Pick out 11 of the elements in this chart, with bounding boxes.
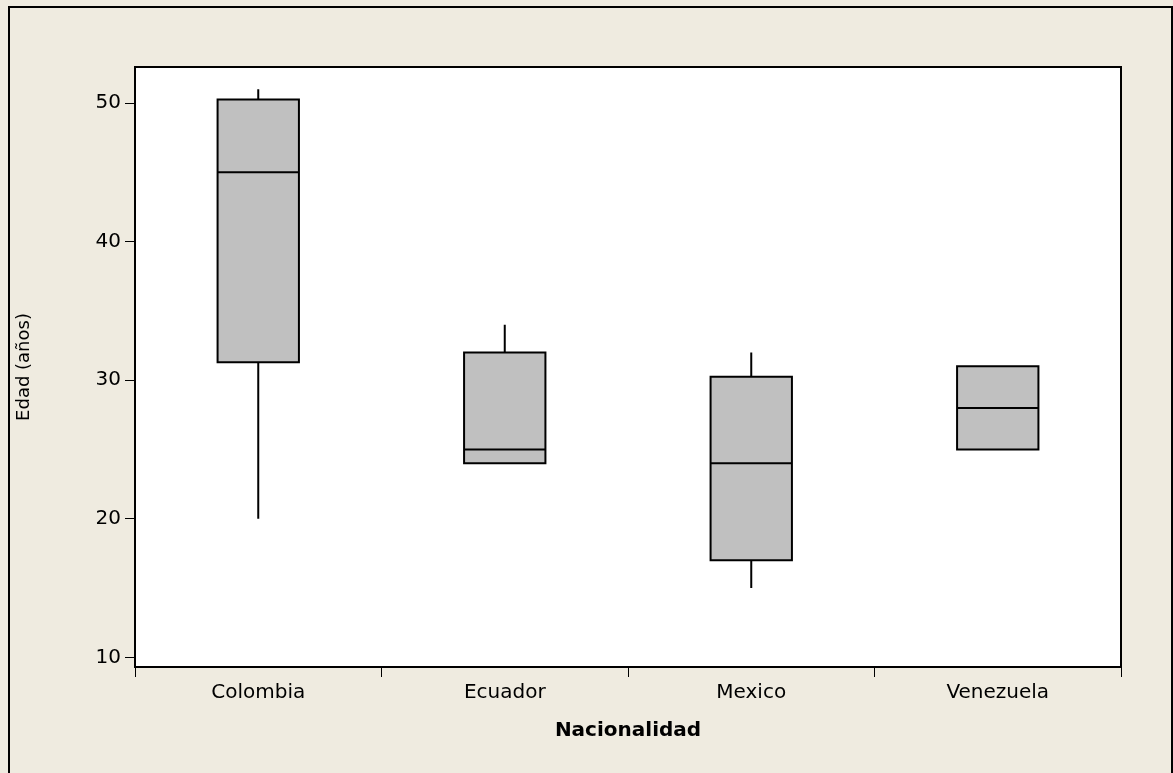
y-tick-label: 20 (95, 504, 121, 529)
x-tick-label: Colombia (211, 679, 306, 704)
y-tick-label: 30 (95, 366, 121, 391)
x-axis-title: Nacionalidad (554, 717, 702, 742)
x-tick-label: Mexico (716, 679, 787, 704)
y-axis-title: Edad (años) (12, 313, 34, 421)
x-tick-label: Ecuador (463, 679, 547, 704)
y-tick-label: 40 (95, 227, 121, 252)
y-tick-label: 10 (95, 643, 121, 668)
x-tick-label: Venezuela (946, 679, 1050, 704)
y-tick-label: 50 (95, 89, 121, 114)
